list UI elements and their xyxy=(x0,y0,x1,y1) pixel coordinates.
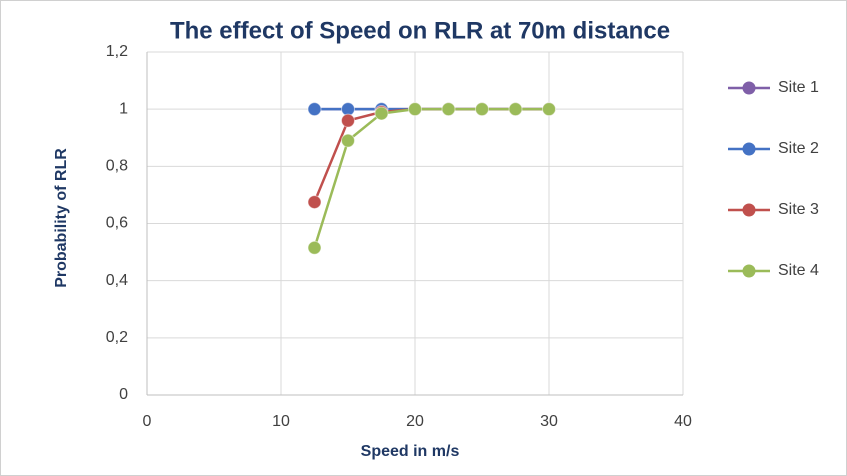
y-tick-label: 1,2 xyxy=(106,43,128,60)
y-tick-label: 0 xyxy=(119,386,128,403)
x-tick-label: 10 xyxy=(272,413,290,430)
marker xyxy=(441,102,456,117)
x-tick-label: 0 xyxy=(143,413,152,430)
marker xyxy=(542,102,556,117)
marker xyxy=(475,102,489,117)
y-tick-label: 1 xyxy=(119,100,128,117)
x-tick-label: 20 xyxy=(406,413,424,430)
marker xyxy=(341,113,355,128)
marker xyxy=(408,102,422,117)
legend-label: Site 4 xyxy=(778,262,819,279)
marker xyxy=(341,133,355,148)
legend-label: Site 2 xyxy=(778,140,819,157)
x-tick-label: 40 xyxy=(674,413,692,430)
x-axis-label: Speed in m/s xyxy=(361,443,460,460)
y-tick-label: 0,6 xyxy=(106,215,128,232)
legend-marker xyxy=(742,81,756,95)
marker xyxy=(307,102,322,117)
legend-label: Site 1 xyxy=(778,79,819,96)
legend-marker xyxy=(742,142,756,156)
marker xyxy=(307,240,322,255)
marker xyxy=(307,195,322,210)
chart-title: The effect of Speed on RLR at 70m distan… xyxy=(170,17,670,44)
y-tick-label: 0,2 xyxy=(106,329,128,346)
x-tick-label: 30 xyxy=(540,413,558,430)
legend-marker xyxy=(742,264,756,278)
y-tick-label: 0,8 xyxy=(106,158,128,175)
y-tick-label: 0,4 xyxy=(106,272,128,289)
marker xyxy=(374,106,389,121)
legend-label: Site 3 xyxy=(778,201,819,218)
marker xyxy=(508,102,523,117)
legend-marker xyxy=(742,203,756,217)
y-axis-label: Probability of RLR xyxy=(53,148,70,288)
